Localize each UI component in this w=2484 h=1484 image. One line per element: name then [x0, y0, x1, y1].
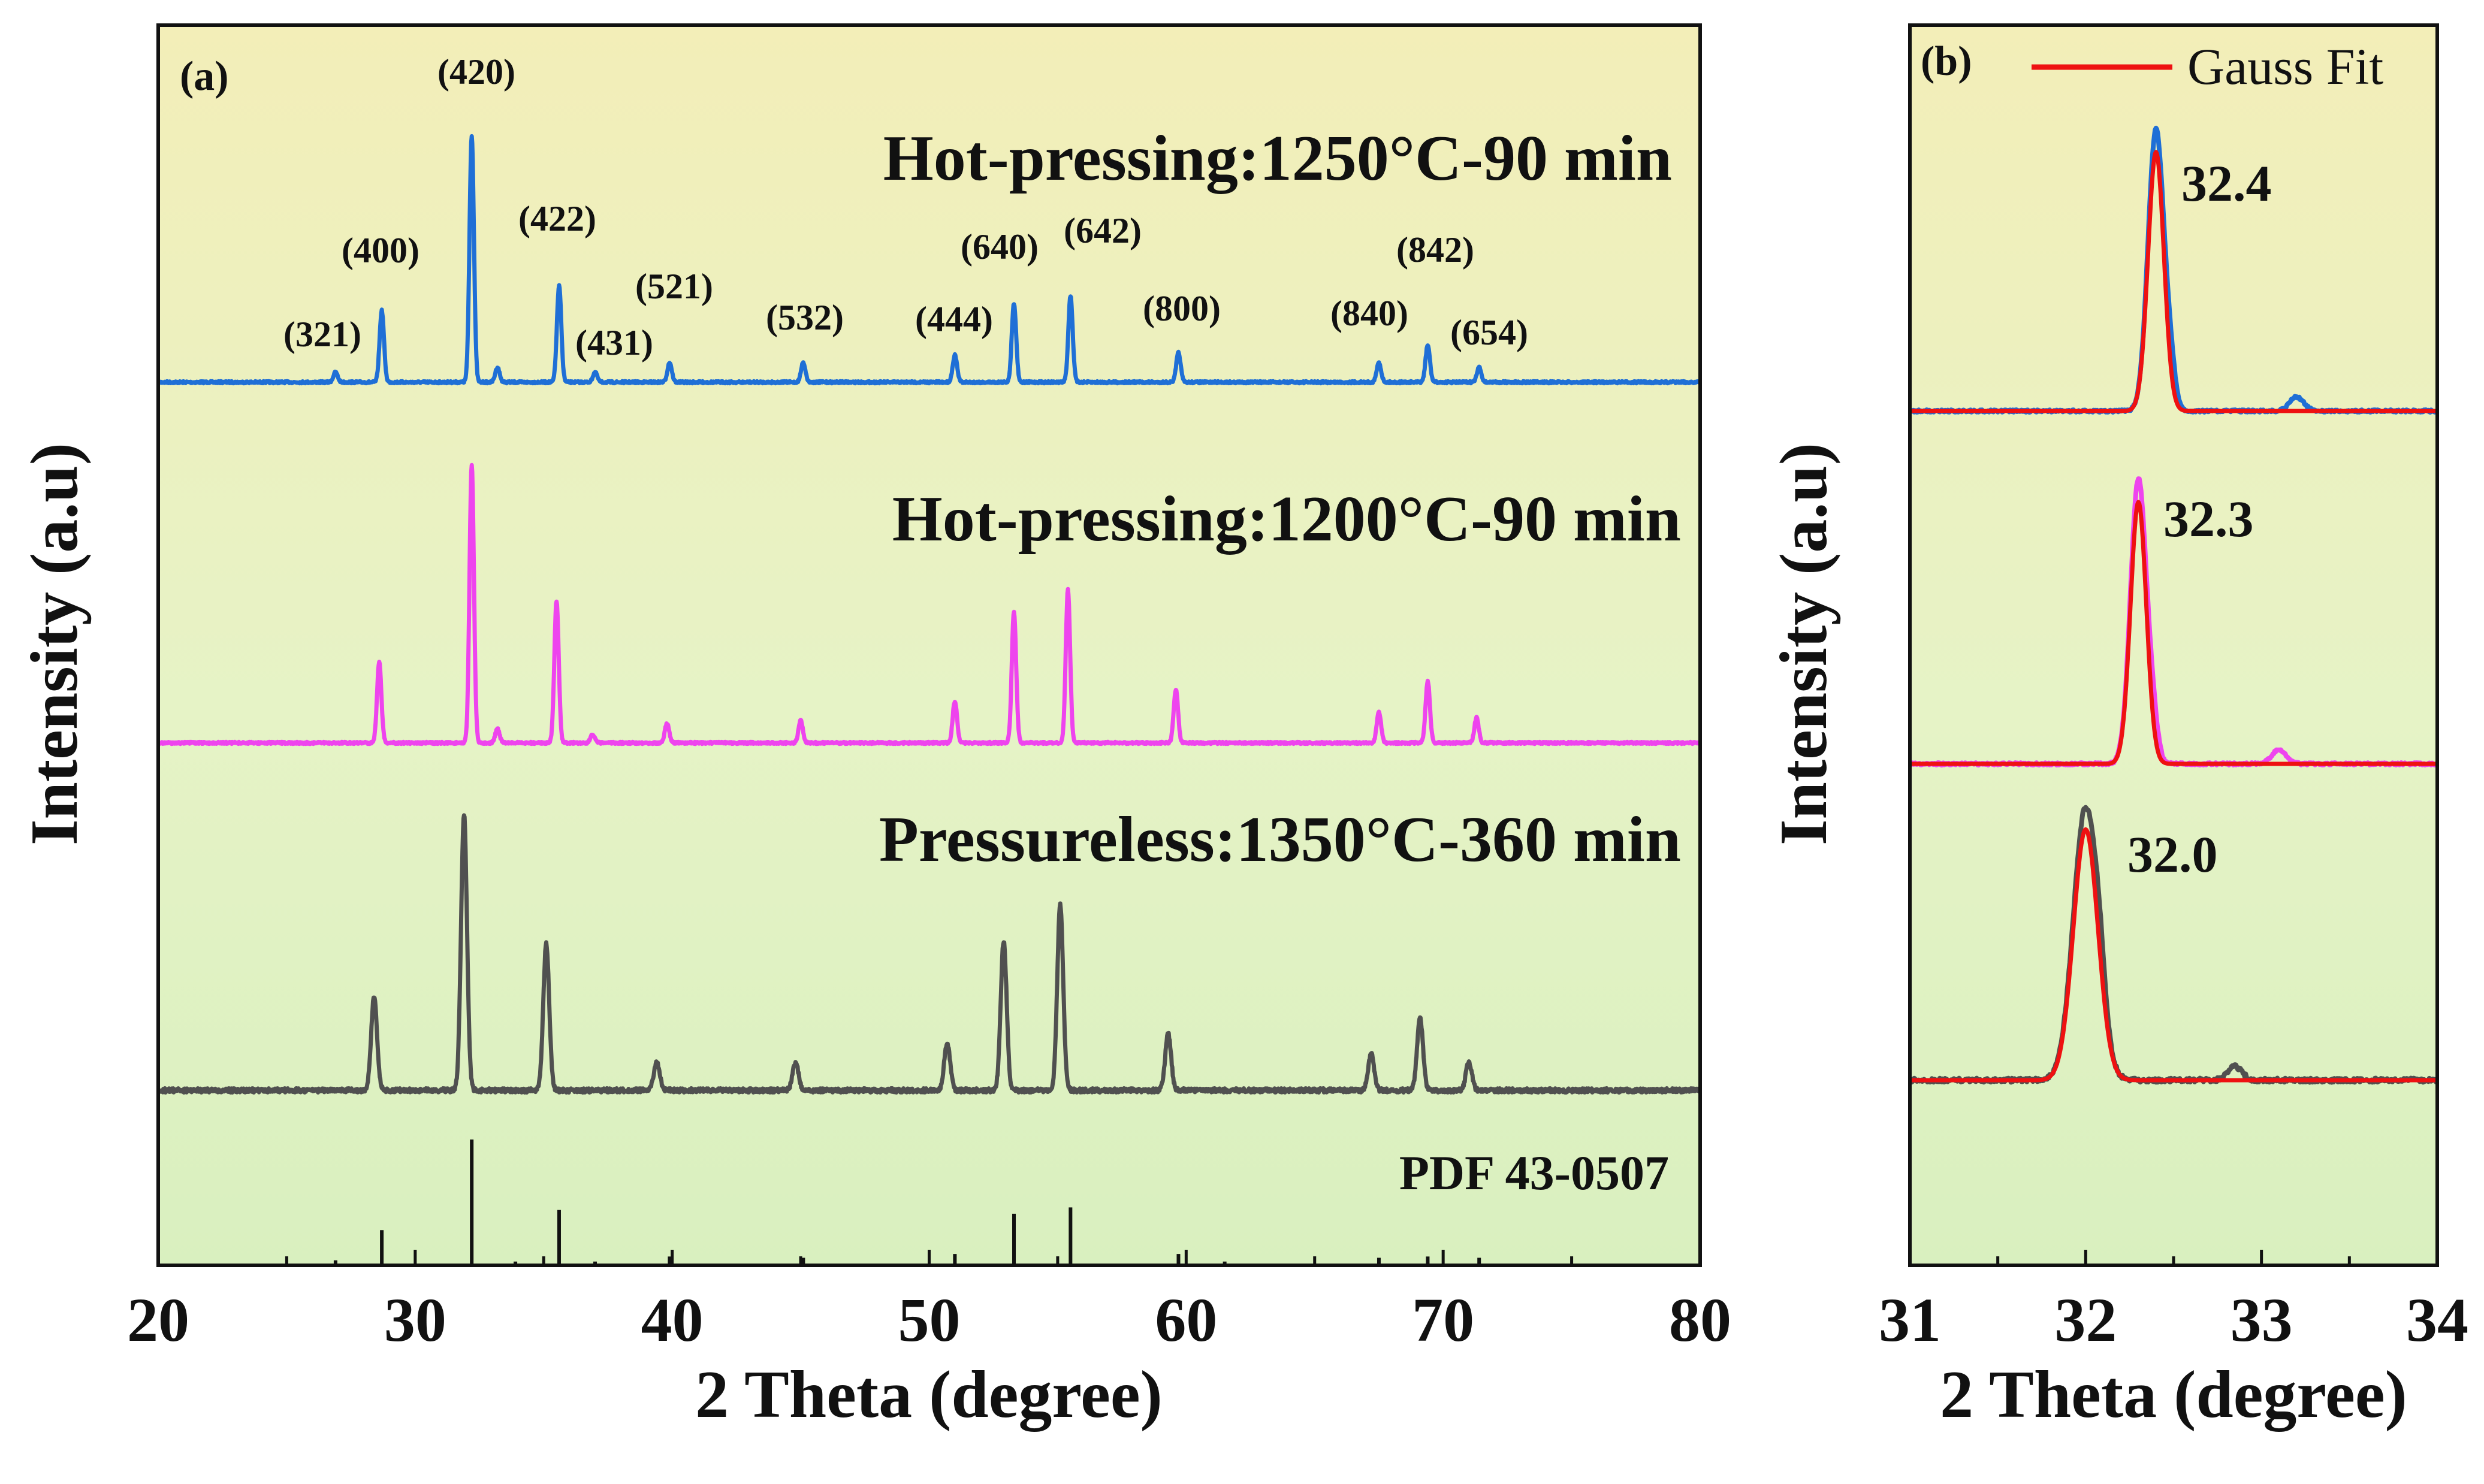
panel-b-plot-area	[1910, 25, 2437, 1265]
hkl-label: (420)	[437, 52, 515, 92]
xrd-trace-1	[158, 134, 1700, 386]
panel-a-x-axis: 20 30 40 50 60 70 80	[127, 1250, 1731, 1355]
panel-a-traces	[158, 134, 1700, 1095]
x-tick-label: 80	[1669, 1286, 1731, 1355]
series-label-pressureless: Pressureless:1350°C-360 min	[879, 804, 1681, 875]
hkl-label: (321)	[283, 315, 361, 354]
xrd-trace-3	[158, 813, 1700, 1095]
panel-a-x-axis-title: 2 Theta (degree)	[695, 1358, 1163, 1432]
panel-b-traces	[1910, 125, 2437, 1085]
xrd-trace-2	[158, 463, 1700, 746]
legend: Gauss Fit	[2032, 38, 2383, 95]
legend-gauss-fit-label: Gauss Fit	[2187, 38, 2383, 95]
x-tick-label: 60	[1155, 1286, 1217, 1355]
panel-b-peak-labels: 32.4 32.3 32.0	[2127, 155, 2272, 883]
panel-b-x-axis-title: 2 Theta (degree)	[1940, 1358, 2407, 1432]
hkl-label: (400)	[342, 231, 419, 270]
peak-position-label: 32.4	[2181, 155, 2272, 212]
panel-a-tag: (a)	[180, 53, 229, 99]
hkl-label: (842)	[1396, 230, 1474, 270]
panel-b-x-axis: 31 32 33 34	[1879, 1250, 2468, 1355]
gauss-fit-3	[1910, 827, 2437, 1083]
x-tick-label: 70	[1412, 1286, 1474, 1355]
reference-label: PDF 43-0507	[1399, 1146, 1669, 1200]
x-tick-label: 20	[127, 1286, 189, 1355]
peak-position-label: 32.0	[2127, 826, 2218, 883]
x-tick-label: 34	[2406, 1286, 2468, 1355]
x-tick-label: 30	[384, 1286, 446, 1355]
x-tick-label: 50	[898, 1286, 961, 1355]
gauss-fit-2	[1910, 500, 2437, 766]
panel-a: (321) (400) (420) (422) (431) (521) (532) (444)…	[17, 23, 1731, 1432]
hkl-labels: (321) (400) (420) (422) (431) (521) (532) (444)…	[283, 52, 1528, 362]
hkl-label: (431)	[575, 323, 653, 362]
hkl-label: (532)	[766, 298, 844, 337]
hkl-label: (642)	[1064, 211, 1142, 250]
panel-b-tag: (b)	[1921, 38, 1972, 84]
series-label-1250: Hot-pressing:1250°C-90 min	[883, 123, 1672, 194]
panel-b: 32.4 32.3 32.0 31 32 33 34 (b) Gauss Fit 2 Th…	[1767, 23, 2468, 1432]
hkl-label: (800)	[1143, 289, 1221, 328]
x-tick-label: 31	[1879, 1286, 1941, 1355]
hkl-label: (654)	[1450, 313, 1528, 352]
hkl-label: (422)	[518, 199, 596, 238]
series-label-1200: Hot-pressing:1200°C-90 min	[892, 483, 1681, 555]
x-tick-label: 33	[2231, 1286, 2293, 1355]
hkl-label: (640)	[961, 227, 1039, 267]
panel-a-plot-area	[158, 25, 1700, 1265]
panel-a-y-axis-title: Intensity (a.u)	[17, 443, 92, 845]
reference-stick-pattern	[333, 1140, 1481, 1265]
x-tick-label: 32	[2054, 1286, 2117, 1355]
gauss-fit-1	[1910, 150, 2437, 413]
panel-b-y-axis-title: Intensity (a.u)	[1767, 443, 1841, 845]
x-tick-label: 40	[641, 1286, 704, 1355]
peak-position-label: 32.3	[2163, 490, 2254, 548]
hkl-label: (840)	[1330, 294, 1408, 333]
hkl-label: (444)	[915, 300, 993, 339]
hkl-label: (521)	[635, 267, 713, 306]
